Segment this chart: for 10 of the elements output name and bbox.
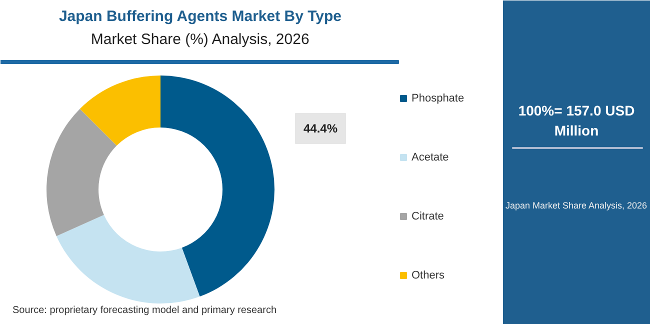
- text: Japan Market Share Analysis, 2026: [505, 200, 648, 210]
- chart-subtitle: Market Share (%) Analysis, 2026: [90, 31, 310, 48]
- data-label: 44.4%: [303, 122, 338, 136]
- source-note: Source: proprietary forecasting model and primary research: [12, 305, 277, 316]
- text: 100%= 157.0 USD Million: [518, 102, 635, 138]
- legend-label: Acetate: [412, 152, 449, 164]
- legend-label: Phosphate: [412, 92, 464, 104]
- legend-label: Citrate: [412, 210, 444, 222]
- chart-title: Japan Buffering Agents Market By Type: [58, 8, 342, 25]
- legend-label: Others: [412, 270, 446, 282]
